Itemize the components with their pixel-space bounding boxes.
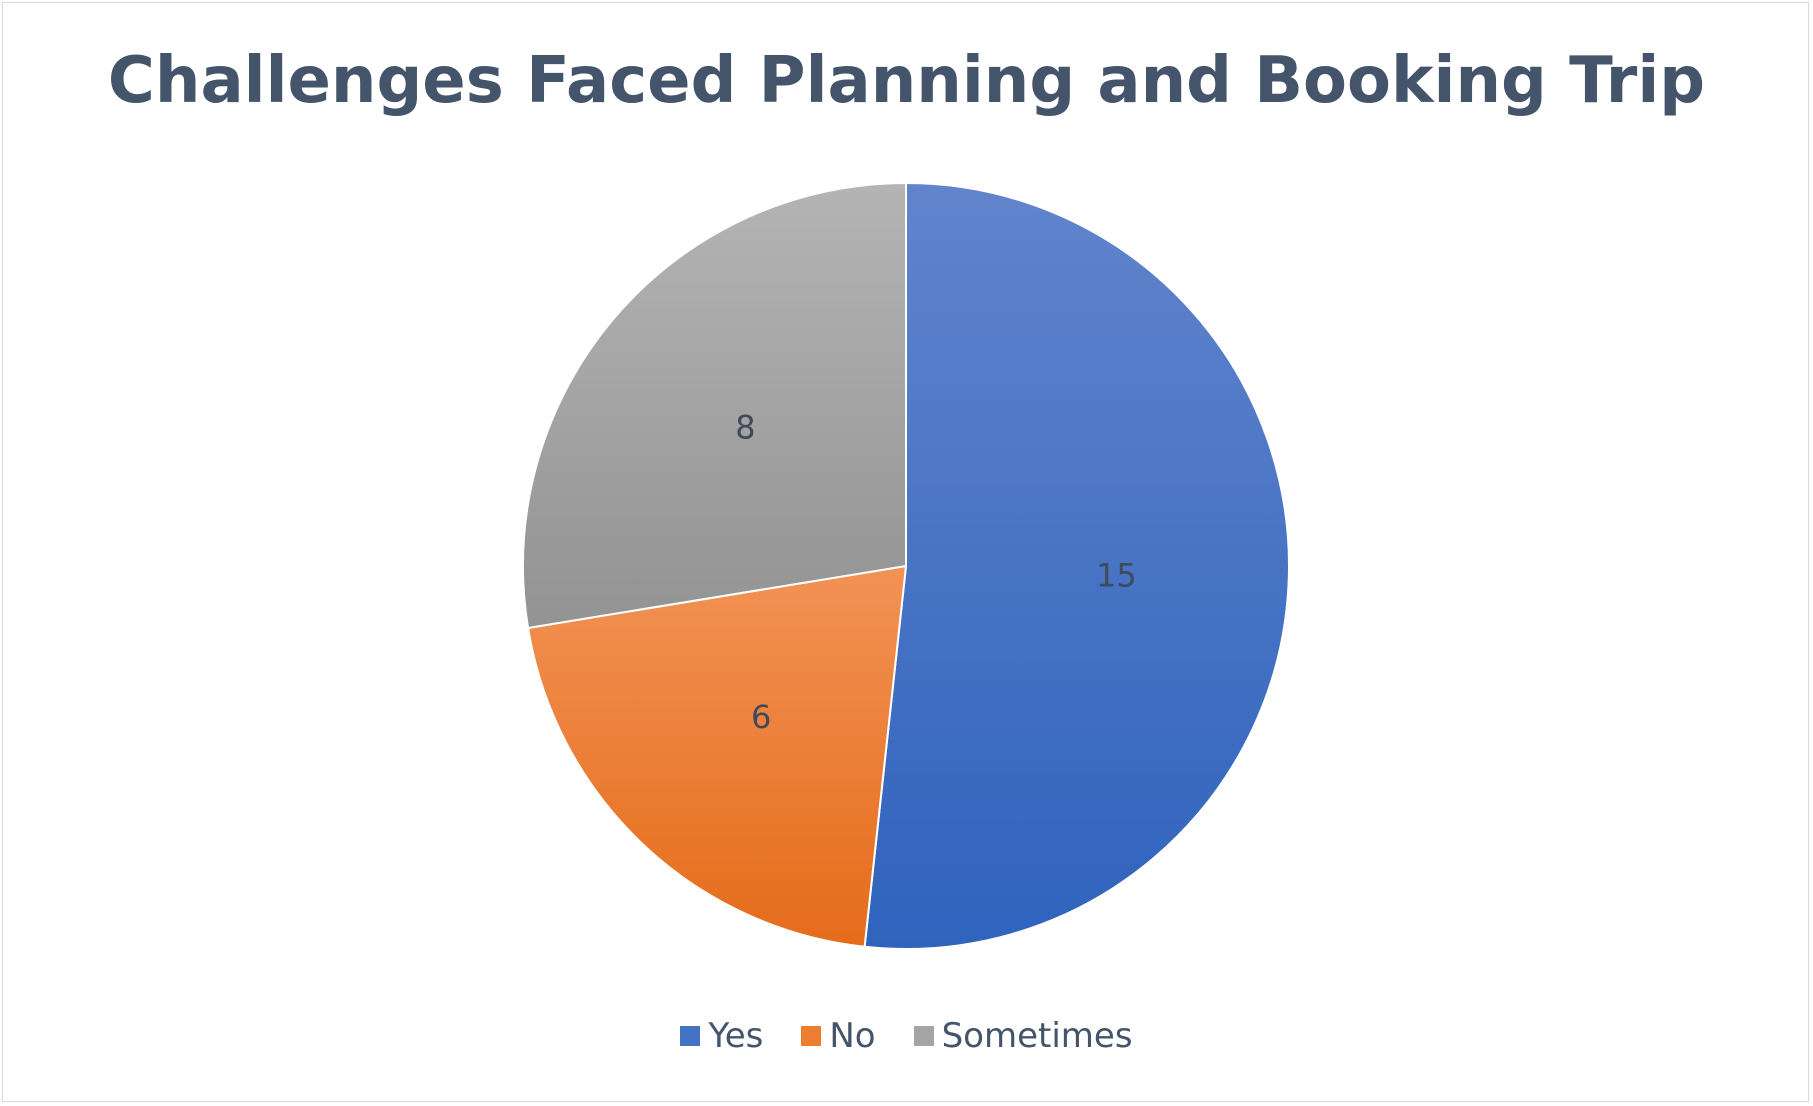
legend-label-yes: Yes: [708, 1016, 764, 1056]
legend-label-sometimes: Sometimes: [941, 1016, 1133, 1056]
legend-item-sometimes: Sometimes: [913, 1016, 1133, 1056]
chart-title: Challenges Faced Planning and Booking Tr…: [107, 44, 1706, 118]
legend-item-no: No: [801, 1016, 876, 1056]
legend-swatch-yes: [680, 1026, 701, 1046]
legend-swatch-no: [801, 1026, 822, 1046]
data-label-yes: 15: [1096, 556, 1137, 594]
pie-slice-sometimes: [522, 181, 907, 630]
data-label-sometimes: 8: [735, 409, 755, 447]
data-label-no: 6: [751, 698, 771, 736]
pie-slice-yes: [863, 181, 1290, 950]
legend: Yes No Sometimes: [0, 1016, 1813, 1056]
legend-swatch-sometimes: [913, 1026, 934, 1046]
pie-slice-no: [526, 564, 908, 948]
legend-label-no: No: [829, 1016, 876, 1056]
legend-item-yes: Yes: [680, 1016, 763, 1056]
